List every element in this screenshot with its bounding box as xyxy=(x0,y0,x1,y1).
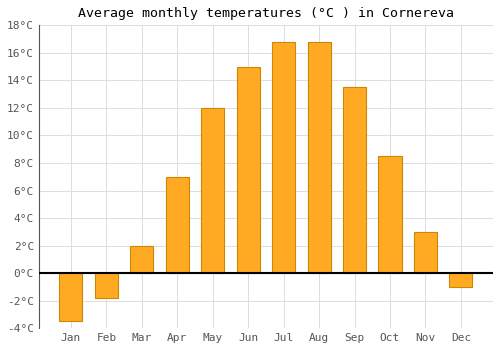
Bar xyxy=(130,246,154,273)
Bar xyxy=(236,66,260,273)
Bar xyxy=(450,273,472,287)
Bar xyxy=(201,108,224,273)
Bar xyxy=(343,87,366,273)
Title: Average monthly temperatures (°C ) in Cornereva: Average monthly temperatures (°C ) in Co… xyxy=(78,7,454,20)
Bar xyxy=(95,273,118,298)
Bar xyxy=(272,42,295,273)
Bar xyxy=(414,232,437,273)
Bar xyxy=(378,156,402,273)
Bar xyxy=(166,177,189,273)
Bar xyxy=(60,273,82,321)
Bar xyxy=(308,42,330,273)
